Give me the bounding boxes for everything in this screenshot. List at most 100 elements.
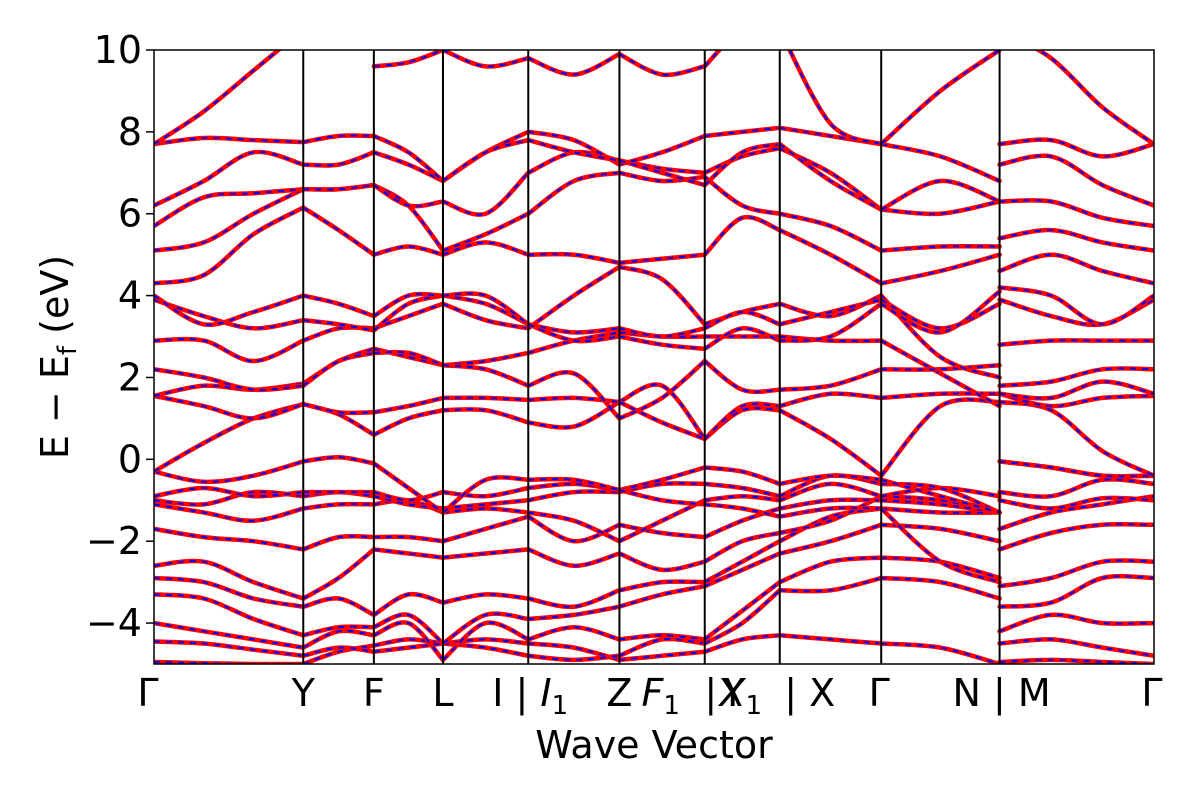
band-line-blue-9-19 [999, 229, 1154, 252]
band-line-blue-6-20 [704, 147, 780, 174]
k-label-5: Z [606, 671, 632, 715]
band-line-blue-2-10 [373, 462, 444, 514]
y-tick-label-6: −2 [86, 519, 142, 563]
band-line-red-5-23 [617, 51, 707, 78]
band-line-blue-0-20 [154, 188, 304, 227]
band-line-blue-2-12 [373, 396, 444, 414]
band-line-blue-6-4 [704, 540, 781, 583]
band-line-blue-9-20 [999, 199, 1154, 227]
band-lines [154, 50, 1154, 664]
band-line-red-0-21 [154, 149, 306, 208]
y-tick-label-1: 8 [118, 110, 142, 154]
band-line-red-3-9 [440, 485, 531, 499]
band-line-red-0-16 [154, 297, 306, 331]
k-label-1: Y [291, 671, 316, 715]
band-line-blue-6-9 [704, 466, 781, 485]
band-line-blue-7-8 [779, 474, 882, 498]
band-line-blue-0-7 [154, 503, 304, 522]
band-line-blue-2-14 [373, 351, 444, 367]
band-line-blue-9-9 [999, 460, 1154, 478]
band-line-red-9-4 [997, 521, 1154, 552]
band-line-blue-2-18 [373, 245, 444, 256]
y-tick-label-3: 4 [118, 274, 142, 318]
band-line-blue-0-4 [154, 577, 304, 608]
band-line-blue-1-4 [303, 597, 375, 616]
band-line-blue-2-11 [373, 409, 444, 436]
band-line-blue-6-10 [704, 503, 780, 518]
band-line-blue-3-3 [442, 612, 529, 645]
band-line-red-8-18 [878, 252, 1002, 286]
band-line-red-3-4 [440, 592, 531, 605]
band-line-blue-5-2 [619, 634, 705, 641]
band-line-blue-0-13 [154, 382, 304, 397]
k-label-9: N | M [952, 671, 1050, 716]
band-line-blue-6-18 [703, 216, 781, 256]
band-line-blue-7-12 [779, 392, 882, 408]
band-line-blue-4-19 [527, 171, 620, 215]
y-axis-title-main: E − E [33, 355, 77, 459]
band-line-red-0-12 [154, 393, 306, 421]
band-line-red-8-21 [878, 141, 1002, 184]
band-line-blue-1-18 [302, 206, 375, 256]
band-line-blue-4-17 [527, 323, 620, 343]
band-line-blue-3-0 [442, 638, 529, 645]
band-line-blue-6-0 [704, 634, 780, 653]
band-line-blue-2-22 [373, 135, 444, 182]
y-axis-title-units: (eV) [33, 255, 77, 334]
band-line-blue-7-10 [779, 506, 882, 518]
band-line-blue-0-11 [154, 403, 304, 473]
band-line-red-1-14 [301, 350, 377, 388]
band-line-blue-8-15 [880, 294, 1000, 379]
band-line-blue-2-5 [373, 548, 444, 559]
band-line-red-4-5 [526, 547, 622, 569]
band-line-red-2-22 [371, 133, 446, 184]
band-line-red-8-0 [878, 641, 1002, 664]
band-line-blue-3-11 [442, 408, 529, 424]
band-line-blue-0-8 [154, 490, 304, 506]
band-line-red-7-11 [777, 407, 884, 478]
band-line-blue-8-0 [881, 642, 1000, 664]
band-line-blue-3-13 [442, 351, 529, 367]
k-label-6d: X1 [717, 671, 762, 721]
band-line-blue-6-12 [704, 402, 780, 440]
band-line-red-2-23 [371, 50, 446, 69]
k-label-10: Γ [1141, 671, 1162, 715]
band-line-blue-8-20 [881, 200, 1000, 215]
band-line-blue-7-3 [779, 523, 882, 555]
band-line-blue-1-3 [303, 625, 374, 637]
band-line-blue-7-18 [779, 229, 882, 285]
band-line-blue-6-16 [704, 310, 781, 330]
band-line-red-3-6 [440, 514, 531, 544]
band-line-blue-9-12 [999, 392, 1154, 408]
band-line-blue-7-17 [779, 302, 882, 342]
band-line-blue-7-1 [779, 577, 882, 593]
band-line-blue-8-10 [880, 507, 1000, 584]
band-line-red-7-23 [787, 50, 884, 147]
band-line-red-4-1 [526, 653, 622, 663]
band-line-red-5-3 [617, 583, 707, 609]
band-line-blue-0-17 [154, 294, 304, 326]
band-line-blue-9-1 [999, 613, 1154, 633]
band-line-red-9-7 [997, 477, 1154, 499]
band-line-blue-7-11 [779, 409, 882, 477]
band-line-red-1-6 [301, 533, 377, 552]
band-line-blue-8-11 [880, 398, 1000, 477]
band-line-blue-5-20 [619, 159, 705, 174]
band-line-blue-4-7 [528, 511, 620, 543]
band-line-blue-2-20 [373, 184, 444, 208]
band-line-blue-6-3 [704, 552, 781, 588]
band-line-blue-7-16 [779, 298, 882, 326]
band-line-blue-2-17 [373, 293, 444, 317]
band-line-blue-0-9 [154, 486, 304, 498]
band-line-red-3-23 [440, 50, 531, 69]
k-label-0: Γ [137, 671, 158, 715]
band-line-blue-6-11 [704, 407, 780, 440]
y-axis-title-sub: f [53, 345, 83, 355]
band-line-red-1-5 [301, 547, 377, 601]
band-line-blue-3-2 [442, 621, 529, 661]
band-line-red-2-18 [371, 244, 446, 257]
band-line-red-7-2 [777, 555, 884, 585]
band-line-blue-2-2 [373, 621, 444, 661]
band-line-red-5-10 [617, 487, 707, 507]
